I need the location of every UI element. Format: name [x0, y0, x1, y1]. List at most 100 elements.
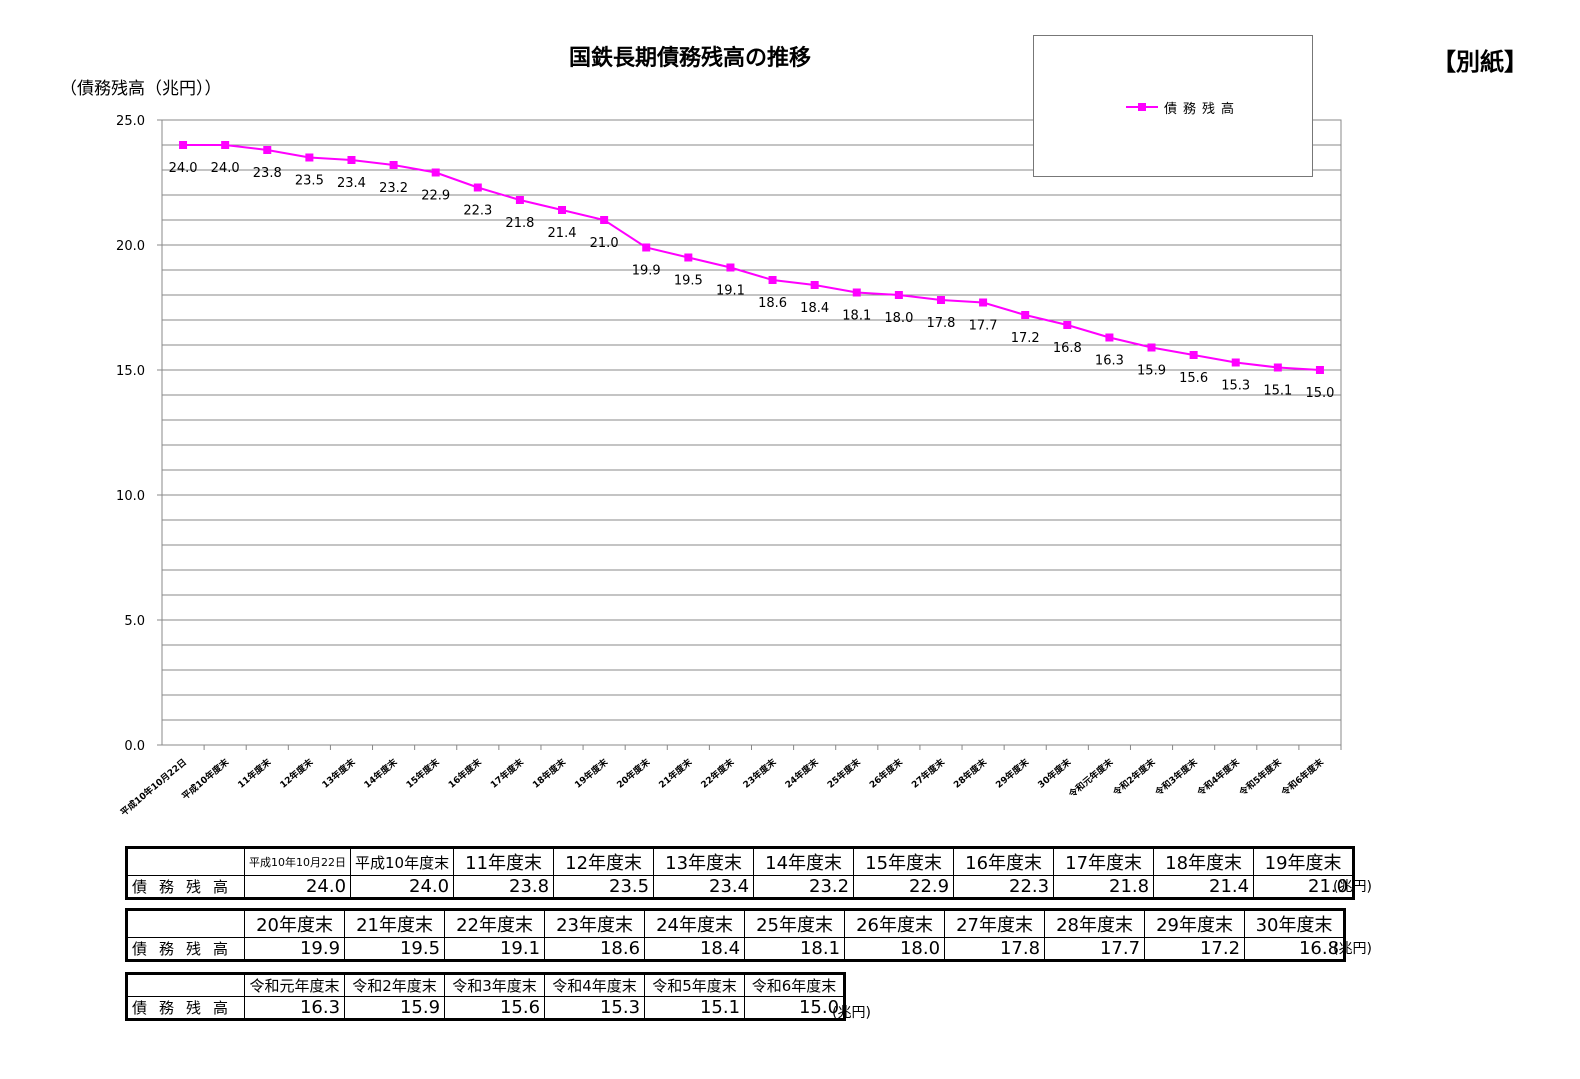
- legend-label: 債務残高: [1164, 102, 1241, 117]
- table-value-cell: 17.7: [1044, 937, 1146, 962]
- x-tick-label: 平成10年10月22日: [118, 756, 189, 818]
- data-label: 18.6: [758, 296, 787, 311]
- data-point: [600, 216, 609, 224]
- table-header-cell: 24年度末: [644, 908, 746, 938]
- table-header-cell: 令和2年度末: [344, 972, 446, 997]
- x-tick-label: 令和2年度末: [1110, 755, 1159, 798]
- x-tick-label: 26年度末: [867, 755, 906, 790]
- data-point: [347, 156, 356, 164]
- data-point: [936, 296, 945, 304]
- data-label: 17.2: [1011, 331, 1040, 346]
- data-point: [642, 243, 651, 252]
- table-header-cell: 20年度末: [244, 908, 346, 938]
- table-header-cell: 平成10年度末: [350, 846, 455, 876]
- data-table-3: 令和元年度末 令和2年度末 令和3年度末 令和4年度末 令和5年度末 令和6年度末 債務残高…: [124, 972, 847, 1021]
- data-point: [810, 281, 819, 289]
- table-value-cell: 18.1: [744, 937, 846, 962]
- data-point: [684, 253, 693, 262]
- table-header-cell: 令和元年度末: [244, 972, 346, 997]
- table-header-cell: 21年度末: [344, 908, 446, 938]
- table-header-cell: 16年度末: [953, 846, 1055, 876]
- data-label: 24.0: [169, 161, 198, 176]
- table-corner-cell: [124, 908, 246, 938]
- table-row-label: 債務残高: [124, 875, 246, 900]
- table-value-cell: 22.9: [853, 875, 955, 900]
- data-point: [726, 263, 735, 272]
- data-point: [389, 161, 398, 169]
- x-tick-label: 24年度末: [783, 755, 822, 790]
- table-value-cell: 15.9: [344, 996, 446, 1021]
- table-value-cell: 17.2: [1144, 937, 1246, 962]
- x-tick-label: 15年度末: [404, 755, 443, 790]
- table-header-cell: 18年度末: [1153, 846, 1255, 876]
- table-row-label: 債務残高: [124, 996, 246, 1021]
- y-tick-label: 15.0: [116, 364, 145, 379]
- data-label: 19.5: [674, 274, 703, 289]
- data-point: [1063, 321, 1072, 329]
- x-tick-label: 12年度末: [277, 755, 316, 790]
- data-point: [473, 183, 482, 192]
- data-label: 23.8: [253, 166, 282, 181]
- table-value-cell: 23.5: [553, 875, 655, 900]
- data-point: [1021, 311, 1030, 319]
- unit-label-1: (兆円): [1333, 879, 1372, 895]
- x-tick-label: 16年度末: [446, 755, 485, 790]
- table-value-cell: 15.1: [644, 996, 746, 1021]
- table-value-cell: 22.3: [953, 875, 1055, 900]
- data-point: [305, 153, 314, 162]
- y-tick-label: 20.0: [116, 239, 145, 254]
- table-header-cell: 14年度末: [753, 846, 855, 876]
- data-point: [979, 298, 988, 307]
- data-point: [1315, 366, 1324, 374]
- table-value-cell: 18.0: [844, 937, 946, 962]
- data-label: 17.8: [927, 316, 956, 331]
- table-value-cell: 23.2: [753, 875, 855, 900]
- table-value-cell: 15.3: [544, 996, 646, 1021]
- table-value-row: 債務残高 24.0 24.0 23.8 23.5 23.4 23.2 22.9 22.3 21.8…: [124, 875, 1356, 900]
- table-value-row: 債務残高 16.3 15.9 15.6 15.3 15.1 15.0: [124, 996, 847, 1021]
- x-tick-label: 23年度末: [740, 755, 779, 790]
- data-label: 22.9: [421, 189, 450, 204]
- data-label: 16.3: [1095, 354, 1124, 369]
- data-label: 21.4: [548, 226, 577, 241]
- x-tick-label: 令和6年度末: [1278, 755, 1327, 798]
- table-corner-cell: [124, 972, 246, 997]
- x-tick-label: 平成10年度末: [179, 755, 232, 802]
- data-point: [894, 291, 903, 299]
- data-label: 19.1: [716, 284, 745, 299]
- table-value-cell: 23.8: [453, 875, 555, 900]
- table-value-cell: 16.3: [244, 996, 346, 1021]
- data-label: 15.1: [1263, 384, 1292, 399]
- table-header-cell: 27年度末: [944, 908, 1046, 938]
- data-label: 15.3: [1221, 379, 1250, 394]
- table-header-row: 20年度末 21年度末 22年度末 23年度末 24年度末 25年度末 26年度末 27年度末…: [124, 908, 1347, 938]
- data-label: 23.5: [295, 174, 324, 189]
- y-tick-label: 10.0: [116, 489, 145, 504]
- x-tick-label: 21年度末: [656, 755, 695, 790]
- data-label: 21.0: [590, 236, 619, 251]
- table-value-cell: 19.5: [344, 937, 446, 962]
- data-label: 18.4: [800, 301, 829, 316]
- x-tick-label: 令和4年度末: [1194, 755, 1243, 798]
- unit-label-2: (兆円): [1333, 941, 1372, 957]
- table-header-cell: 13年度末: [653, 846, 755, 876]
- x-tick-label: 11年度末: [235, 755, 274, 790]
- data-label: 19.9: [632, 264, 661, 279]
- table-value-cell: 24.0: [350, 875, 455, 900]
- table-value-cell: 23.4: [653, 875, 755, 900]
- table-header-row: 令和元年度末 令和2年度末 令和3年度末 令和4年度末 令和5年度末 令和6年度末: [124, 972, 847, 997]
- legend: 債務残高: [1033, 35, 1313, 177]
- data-label: 15.6: [1179, 371, 1208, 386]
- data-label: 18.0: [884, 311, 913, 326]
- data-point: [1189, 351, 1198, 359]
- x-tick-label: 20年度末: [614, 755, 653, 790]
- y-tick-label: 25.0: [116, 114, 145, 129]
- data-point: [515, 196, 524, 204]
- table-header-cell: 平成10年10月22日: [244, 846, 352, 876]
- x-tick-label: 28年度末: [951, 755, 990, 790]
- table-value-cell: 16.8: [1244, 937, 1347, 962]
- unit-label-3: (兆円): [832, 1005, 871, 1021]
- table-header-cell: 12年度末: [553, 846, 655, 876]
- data-point: [179, 141, 188, 149]
- x-tick-label: 29年度末: [993, 755, 1032, 790]
